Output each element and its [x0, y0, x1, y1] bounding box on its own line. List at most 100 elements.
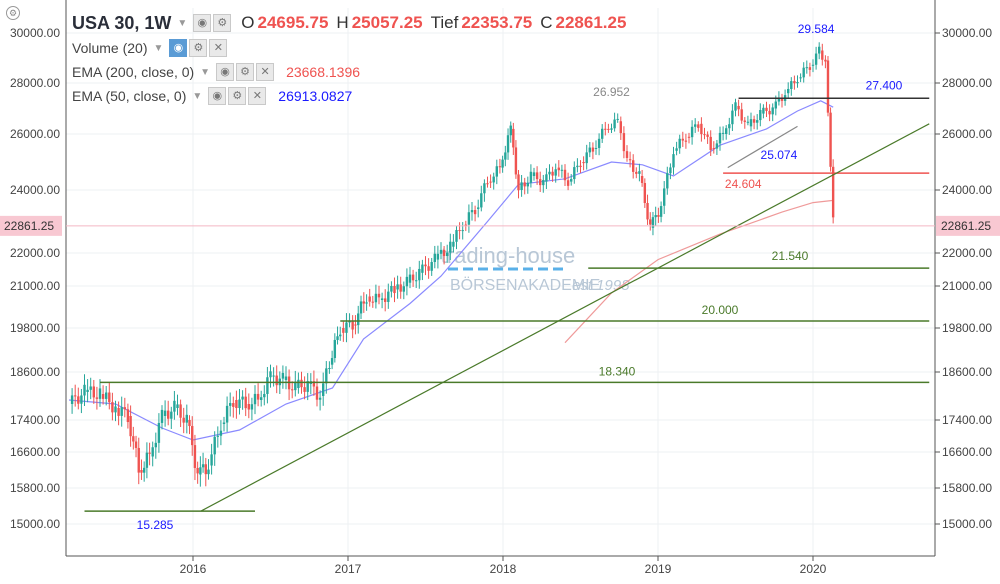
candle-up	[336, 336, 339, 340]
candle-up	[520, 182, 523, 190]
indicator-row-ema50[interactable]: EMA (50, close, 0) ▼ ◉ ⚙ ✕ 26913.0827	[72, 84, 626, 108]
close-label: C	[540, 13, 553, 32]
close-icon[interactable]: ✕	[256, 63, 275, 81]
y-tick-label-right: 22000.00	[942, 246, 992, 260]
candle-up	[594, 147, 598, 149]
trendline-main-uptrend[interactable]	[200, 123, 930, 512]
symbol-label[interactable]: USA 30, 1W	[72, 12, 172, 33]
eye-icon[interactable]: ◉	[193, 14, 212, 32]
candle-down	[442, 249, 446, 257]
candle-up	[408, 274, 412, 283]
x-tick-label: 2019	[645, 562, 672, 576]
candle-down	[700, 123, 703, 135]
candle-down	[300, 379, 303, 388]
candle-up	[322, 383, 325, 396]
gear-icon[interactable]: ⚙	[213, 14, 232, 32]
gear-icon[interactable]: ⚙	[236, 63, 255, 81]
candle-down	[371, 301, 374, 303]
candle-down	[92, 386, 95, 398]
high-label: H	[336, 13, 349, 32]
candle-up	[663, 188, 666, 206]
candle-down	[649, 219, 652, 225]
candle-down	[196, 467, 199, 474]
candle-down	[709, 136, 712, 151]
candle-down	[619, 121, 622, 134]
candle-down	[622, 133, 626, 152]
chevron-down-icon[interactable]: ▼	[177, 17, 188, 29]
level-label-support-20000: 20.000	[702, 303, 739, 317]
candle-up	[746, 121, 750, 123]
candle-up	[526, 182, 529, 187]
candle-up	[225, 405, 229, 423]
close-icon[interactable]: ✕	[209, 39, 228, 57]
last-price-label-right: 22861.25	[941, 219, 991, 233]
eye-icon[interactable]: ◉	[169, 39, 188, 57]
candle-up	[173, 400, 176, 412]
candle-down	[129, 416, 132, 437]
chevron-down-icon[interactable]: ▼	[153, 42, 164, 54]
trendline-minor-uptrend[interactable]	[727, 125, 798, 169]
candle-down	[123, 407, 126, 410]
eye-icon[interactable]: ◉	[216, 63, 235, 81]
last-price-badge-right	[936, 215, 1000, 236]
candle-up	[762, 107, 765, 114]
candle-down	[824, 59, 827, 62]
candle-down	[523, 182, 526, 187]
candle-down	[74, 395, 77, 397]
candle-up	[318, 397, 322, 400]
candle-down	[646, 202, 649, 220]
candle-up	[715, 143, 719, 149]
candle-down	[256, 393, 260, 400]
candle-up	[651, 217, 655, 228]
y-tick-label-left: 19800.00	[10, 321, 60, 335]
candle-down	[101, 394, 105, 399]
high-value: 25057.25	[351, 13, 423, 32]
candle-down	[232, 403, 235, 407]
candle-up	[532, 172, 536, 176]
chevron-down-icon[interactable]: ▼	[192, 90, 203, 102]
x-tick-label: 2020	[800, 562, 827, 576]
candle-down	[458, 230, 461, 232]
ema-50-line	[68, 100, 834, 441]
candle-up	[269, 371, 272, 378]
candle-down	[167, 410, 170, 419]
candle-up	[814, 53, 818, 65]
candle-down	[566, 180, 570, 186]
close-icon[interactable]: ✕	[248, 87, 267, 105]
gear-icon[interactable]: ⚙	[189, 39, 208, 57]
candle-up	[446, 252, 449, 257]
candle-up	[294, 381, 297, 391]
indicator-row-ema200[interactable]: EMA (200, close, 0) ▼ ◉ ⚙ ✕ 23668.1396	[72, 60, 626, 84]
support-resistance-lines[interactable]: 18.340 20.000 21.540 24.604 27.400 15.285 29.5…	[84, 22, 930, 532]
candle-up	[573, 167, 576, 180]
candle-up	[387, 291, 390, 302]
candle-up	[790, 81, 793, 89]
candle-up	[588, 147, 591, 153]
candle-up	[266, 377, 269, 394]
eye-icon[interactable]: ◉	[208, 87, 227, 105]
candle-up	[548, 171, 551, 175]
candle-up	[170, 411, 173, 419]
gear-icon[interactable]: ⚙	[228, 87, 247, 105]
y-tick-label-right: 21000.00	[942, 279, 992, 293]
candle-up	[787, 88, 790, 94]
candle-down	[473, 210, 477, 215]
y-tick-label-left: 30000.00	[10, 26, 60, 40]
candle-up	[777, 97, 781, 102]
candle-up	[659, 206, 663, 217]
candle-down	[740, 109, 743, 121]
candle-up	[542, 179, 545, 186]
candle-down	[351, 320, 354, 330]
candle-down	[427, 266, 430, 271]
candle-up	[675, 148, 678, 151]
settings-gear-icon[interactable]: ⚙	[6, 6, 20, 20]
candle-up	[199, 467, 202, 475]
indicator-row-volume[interactable]: Volume (20) ▼ ◉ ⚙ ✕	[72, 36, 626, 60]
chevron-down-icon[interactable]: ▼	[200, 66, 211, 78]
candle-up	[721, 132, 725, 134]
candle-up	[405, 276, 409, 287]
candle-down	[191, 426, 194, 446]
candle-up	[418, 268, 421, 281]
